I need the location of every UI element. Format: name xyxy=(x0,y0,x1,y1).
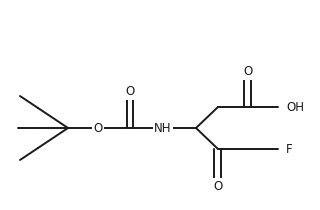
Text: O: O xyxy=(93,122,103,134)
Text: O: O xyxy=(125,85,135,98)
Text: F: F xyxy=(286,143,292,155)
Text: O: O xyxy=(244,65,252,78)
Text: OH: OH xyxy=(286,101,304,113)
Text: NH: NH xyxy=(154,122,172,134)
Text: O: O xyxy=(213,180,223,193)
